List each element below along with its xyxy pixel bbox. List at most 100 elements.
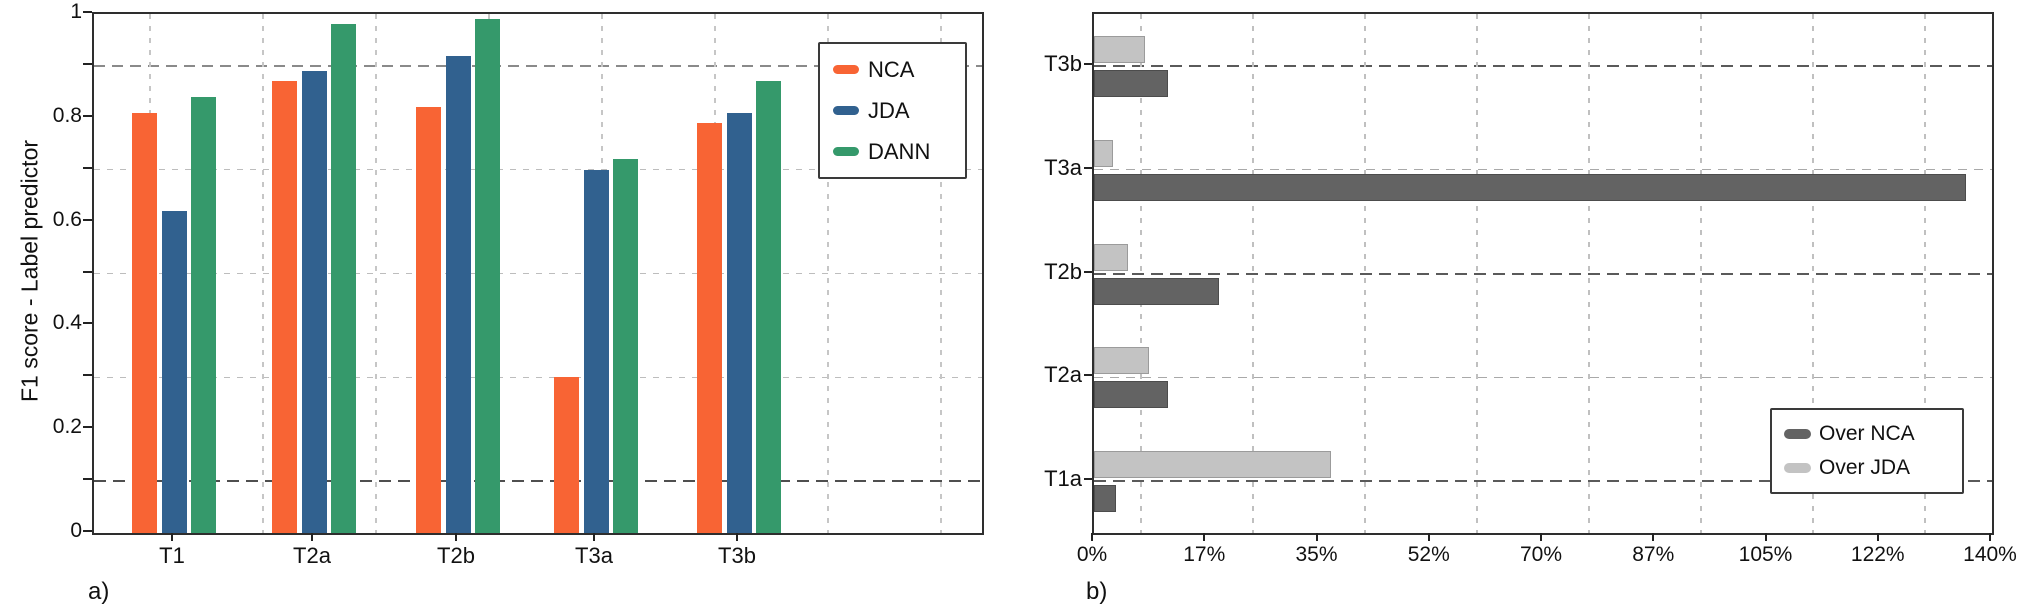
y-axis-tick (83, 218, 92, 221)
legend-label-dann: DANN (868, 138, 931, 164)
y-tick-label: 0.8 (52, 103, 82, 127)
grid-line-v (375, 14, 377, 533)
y-axis-tick (1084, 166, 1092, 169)
bar-over-nca-t2b (1094, 277, 1220, 305)
grid-line-h-t3b (1094, 64, 1992, 67)
bar-over-jda-t1a (1094, 451, 1332, 479)
x-category-label: T3a (575, 543, 613, 568)
legend-label-jda: JDA (868, 97, 910, 123)
x-tick-label: 87% (1632, 543, 1675, 566)
y-tick-label: 0.6 (52, 207, 82, 231)
bar-dann-t1 (191, 97, 216, 533)
y-axis-tick (83, 478, 92, 481)
legend-label-over-nca: Over NCA (1819, 422, 1915, 445)
x-tick-label: 17% (1183, 543, 1226, 566)
bar-over-nca-t3b (1094, 69, 1168, 97)
x-tick-label: 35% (1295, 543, 1338, 566)
grid-line-v (262, 14, 264, 533)
jda-color-swatch (833, 106, 859, 115)
x-axis-tick (1652, 533, 1655, 541)
grid-line-h-t1a (1094, 480, 1992, 483)
grid-line-v (940, 14, 942, 533)
bar-jda-t2b (445, 55, 471, 533)
y-axis-tick (83, 426, 92, 429)
bar-dann-t2a (331, 24, 356, 533)
y-axis-tick (83, 374, 92, 377)
y-axis-tick (1084, 478, 1092, 481)
grid-line-h-0.5 (94, 272, 982, 275)
bar-over-nca-t2a (1094, 381, 1168, 409)
bar-over-jda-t3b (1094, 35, 1146, 63)
grid-line-h-0.1 (94, 480, 982, 483)
y-tick-label: 0.4 (52, 311, 82, 335)
x-tick-label: 105% (1738, 543, 1793, 566)
legend-item-over-nca: Over NCA (1784, 422, 1962, 446)
nca-color-swatch (833, 65, 859, 74)
bar-dann-t3a (613, 159, 638, 533)
x-axis-tick (311, 533, 313, 541)
bar-nca-t1 (132, 112, 157, 533)
bar-over-jda-t2b (1094, 243, 1128, 271)
legend-label-nca: NCA (868, 56, 915, 82)
y-tick-label: 1 (70, 0, 82, 23)
x-axis-tick (1989, 533, 1991, 541)
grid-line-v (1700, 14, 1702, 533)
x-category-label: T2b (437, 543, 475, 568)
y-axis-tick (1084, 62, 1092, 65)
bar-nca-t2b (416, 107, 441, 533)
x-axis-tick (1876, 533, 1879, 541)
y-axis-tick (1084, 270, 1092, 273)
over-nca-color-swatch (1784, 429, 1811, 439)
bar-jda-t3b (726, 112, 752, 533)
y-axis-tick (83, 114, 92, 117)
grid-line-h-t2a (1094, 376, 1992, 379)
y-tick-label: 0 (70, 519, 82, 542)
x-tick-label: 70% (1519, 543, 1563, 566)
x-tick-label: 140% (1963, 543, 2017, 566)
x-category-label: T2a (293, 543, 331, 568)
bar-over-jda-t3a (1094, 139, 1114, 167)
bar-dann-t2b (475, 19, 500, 533)
grid-line-v (1476, 14, 1478, 533)
y-axis-tick (83, 270, 92, 273)
y-axis-tick (83, 62, 92, 65)
grid-line-v (827, 14, 829, 533)
bar-jda-t3a (583, 169, 609, 533)
legend-item-nca: NCA (833, 57, 965, 83)
y-axis-tick (1084, 374, 1092, 377)
x-axis-tick (736, 533, 738, 541)
over-jda-color-swatch (1784, 463, 1811, 473)
y-axis-tick (83, 166, 92, 169)
legend-item-dann: DANN (833, 139, 965, 165)
panel-a-y-axis-title: F1 score - Label predictor (16, 139, 43, 403)
x-category-label: T1 (159, 543, 185, 568)
grid-line-h-t3a (1094, 168, 1992, 171)
panel-a-label: a) (88, 578, 110, 605)
bar-nca-t2a (272, 81, 297, 533)
y-axis-tick (83, 11, 92, 13)
x-tick-label: 52% (1407, 543, 1450, 566)
y-category-label: T3b (1044, 50, 1082, 76)
x-category-label: T3b (718, 543, 756, 568)
grid-line-h-0.7 (94, 168, 982, 171)
bar-jda-t1 (161, 211, 187, 533)
x-axis-tick (171, 533, 173, 541)
x-axis-tick (1540, 533, 1542, 541)
legend-label-over-jda: Over JDA (1819, 456, 1911, 479)
y-category-label: T1a (1044, 466, 1082, 492)
bar-nca-t3b (697, 122, 722, 533)
x-axis-tick (1315, 533, 1318, 541)
grid-line-h-0.9 (94, 64, 982, 67)
x-axis-tick (1764, 533, 1767, 541)
bar-over-jda-t2a (1094, 347, 1149, 375)
bar-nca-t3a (554, 377, 579, 533)
panel-a-legend: NCA JDA DANN (818, 42, 967, 179)
legend-item-over-jda: Over JDA (1784, 456, 1962, 480)
legend-item-jda: JDA (833, 98, 965, 124)
grid-line-v (1140, 14, 1142, 533)
panel-b-label: b) (1086, 578, 1108, 605)
grid-line-v (1252, 14, 1254, 533)
y-category-label: T3a (1044, 154, 1082, 180)
grid-line-h-0.3 (94, 376, 982, 379)
y-category-label: T2a (1044, 362, 1082, 388)
